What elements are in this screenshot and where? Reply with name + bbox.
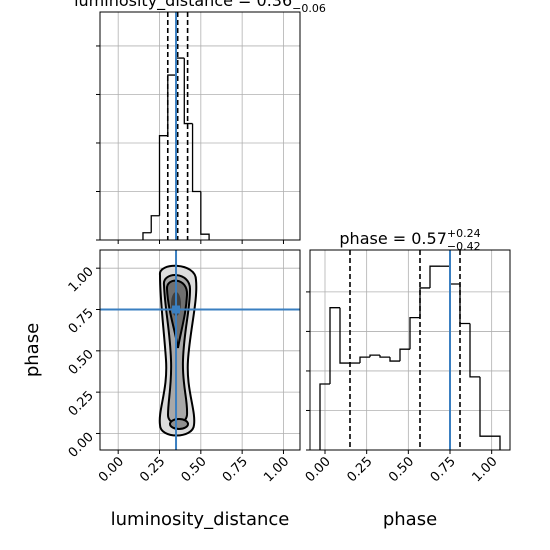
truth-point xyxy=(172,305,181,314)
hist-step xyxy=(469,323,480,378)
hist-step xyxy=(200,191,210,240)
panel-title: phase = 0.57+0.24 −0.42 xyxy=(339,227,480,253)
hist-step xyxy=(369,354,380,358)
hist-step xyxy=(191,123,201,193)
x-axis-label: phase xyxy=(383,509,437,530)
hist-step xyxy=(479,376,490,437)
hist-step xyxy=(339,307,350,364)
x-tick-label: 0.50 xyxy=(179,454,210,485)
panel: luminosity_distance = 0.36+0.06−0.06 xyxy=(74,0,326,244)
y-tick-label: 0.50 xyxy=(66,347,97,378)
x-tick-label: 0.50 xyxy=(386,454,417,485)
hist-step xyxy=(183,58,193,125)
x-axis-label: luminosity_distance xyxy=(111,509,290,530)
title-lower: −0.42 xyxy=(447,240,481,253)
title-upper: +0.06 xyxy=(292,0,326,2)
y-axis-label: phase xyxy=(22,323,43,377)
contour-lobe xyxy=(169,418,189,430)
panel-title: luminosity_distance = 0.36+0.06−0.06 xyxy=(74,0,326,15)
hist-step xyxy=(409,316,420,350)
title-upper: +0.24 xyxy=(447,227,481,240)
hist-step xyxy=(379,355,390,358)
hist-step xyxy=(490,435,501,450)
x-tick-label: 0.75 xyxy=(220,454,251,485)
y-tick-label: 0.25 xyxy=(66,388,97,419)
hist-step xyxy=(319,383,330,450)
x-tick-label: 0.75 xyxy=(428,454,459,485)
hist-step xyxy=(389,357,400,362)
hist-step xyxy=(459,283,470,325)
title-main: phase = 0.57 xyxy=(339,229,446,248)
panel-frame xyxy=(99,249,301,451)
x-tick-label: 1.00 xyxy=(469,454,500,485)
title-lower: −0.06 xyxy=(292,2,326,15)
y-tick-label: 1.00 xyxy=(66,264,97,295)
x-tick-label: 1.00 xyxy=(261,454,292,485)
x-tick-label: 0.00 xyxy=(303,454,334,485)
panel-frame xyxy=(99,11,301,241)
hist-step xyxy=(142,232,152,240)
title-main: luminosity_distance = 0.36 xyxy=(74,0,292,11)
hist-step xyxy=(399,348,410,362)
hist-step xyxy=(158,135,168,216)
hist-step xyxy=(329,307,340,384)
hist-step xyxy=(150,215,160,233)
panel-frame xyxy=(309,249,511,451)
x-tick-label: 0.25 xyxy=(137,454,168,485)
y-tick-label: 0.00 xyxy=(66,430,97,461)
panel: 0.00 0.25 0.50 0.75 1.00 0.00 0.25 0.50 0.75 1.00… xyxy=(22,249,301,530)
hist-step xyxy=(359,356,370,364)
y-tick-label: 0.75 xyxy=(66,306,97,337)
hist-step xyxy=(167,74,177,136)
hist-step xyxy=(419,287,430,318)
x-tick-label: 0.00 xyxy=(96,454,127,485)
x-tick-label: 0.25 xyxy=(344,454,375,485)
panel: 0.00 0.25 0.50 0.75 1.00 phase = 0.57+0.24 −0.… xyxy=(303,227,511,530)
hist-step xyxy=(449,266,460,285)
hist-step xyxy=(429,265,440,288)
